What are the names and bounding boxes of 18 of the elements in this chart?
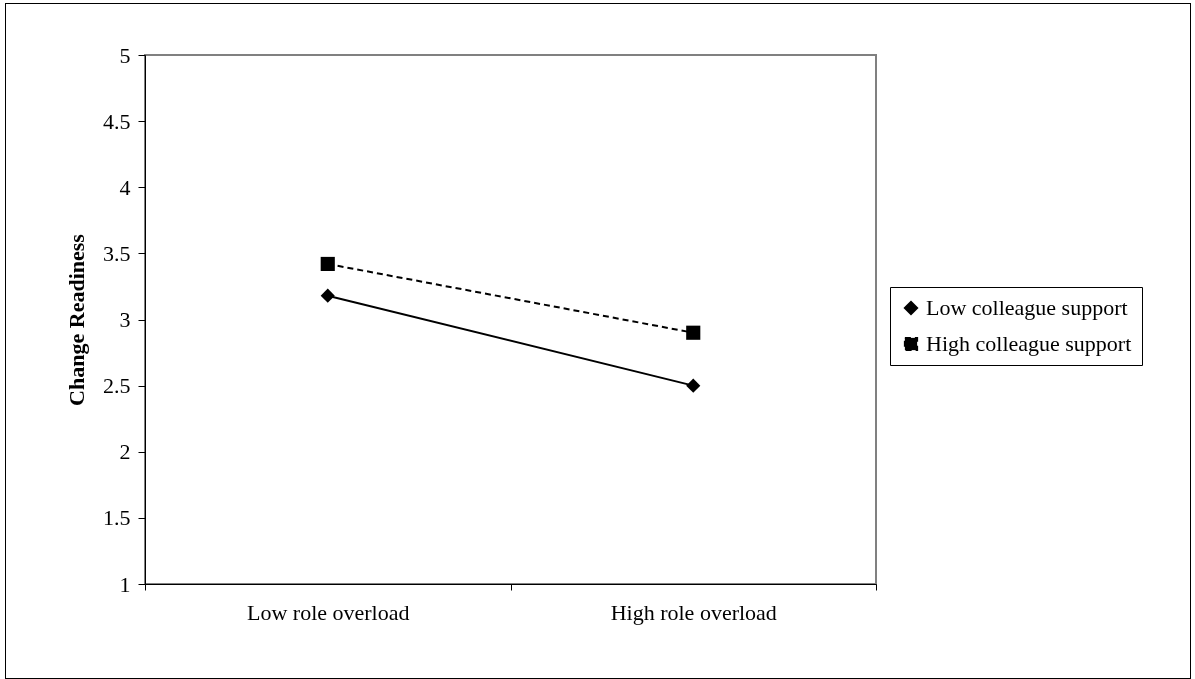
point <box>686 378 701 393</box>
y-tick-label: 5 <box>119 42 131 68</box>
y-tick-label: 4.5 <box>103 108 131 134</box>
y-tick-label: 1.5 <box>103 505 131 531</box>
point <box>320 288 335 303</box>
point <box>686 325 701 340</box>
point <box>320 256 335 272</box>
y-tick-label: 3 <box>119 307 131 332</box>
y-tick-label: 4 <box>119 174 131 200</box>
y-tick-label: 3.5 <box>103 240 131 266</box>
y-tick-label: 2 <box>119 439 131 465</box>
x-tick-label: Low role overload <box>247 599 410 625</box>
y-tick-label: 2.5 <box>103 373 131 399</box>
y-axis-title: Change Readiness <box>64 233 89 406</box>
x-tick-label: High role overload <box>610 599 777 625</box>
y-tick-label: 1 <box>119 571 131 597</box>
legend-label: Low colleague support <box>926 295 1128 320</box>
legend-label: High colleague support <box>926 331 1132 356</box>
